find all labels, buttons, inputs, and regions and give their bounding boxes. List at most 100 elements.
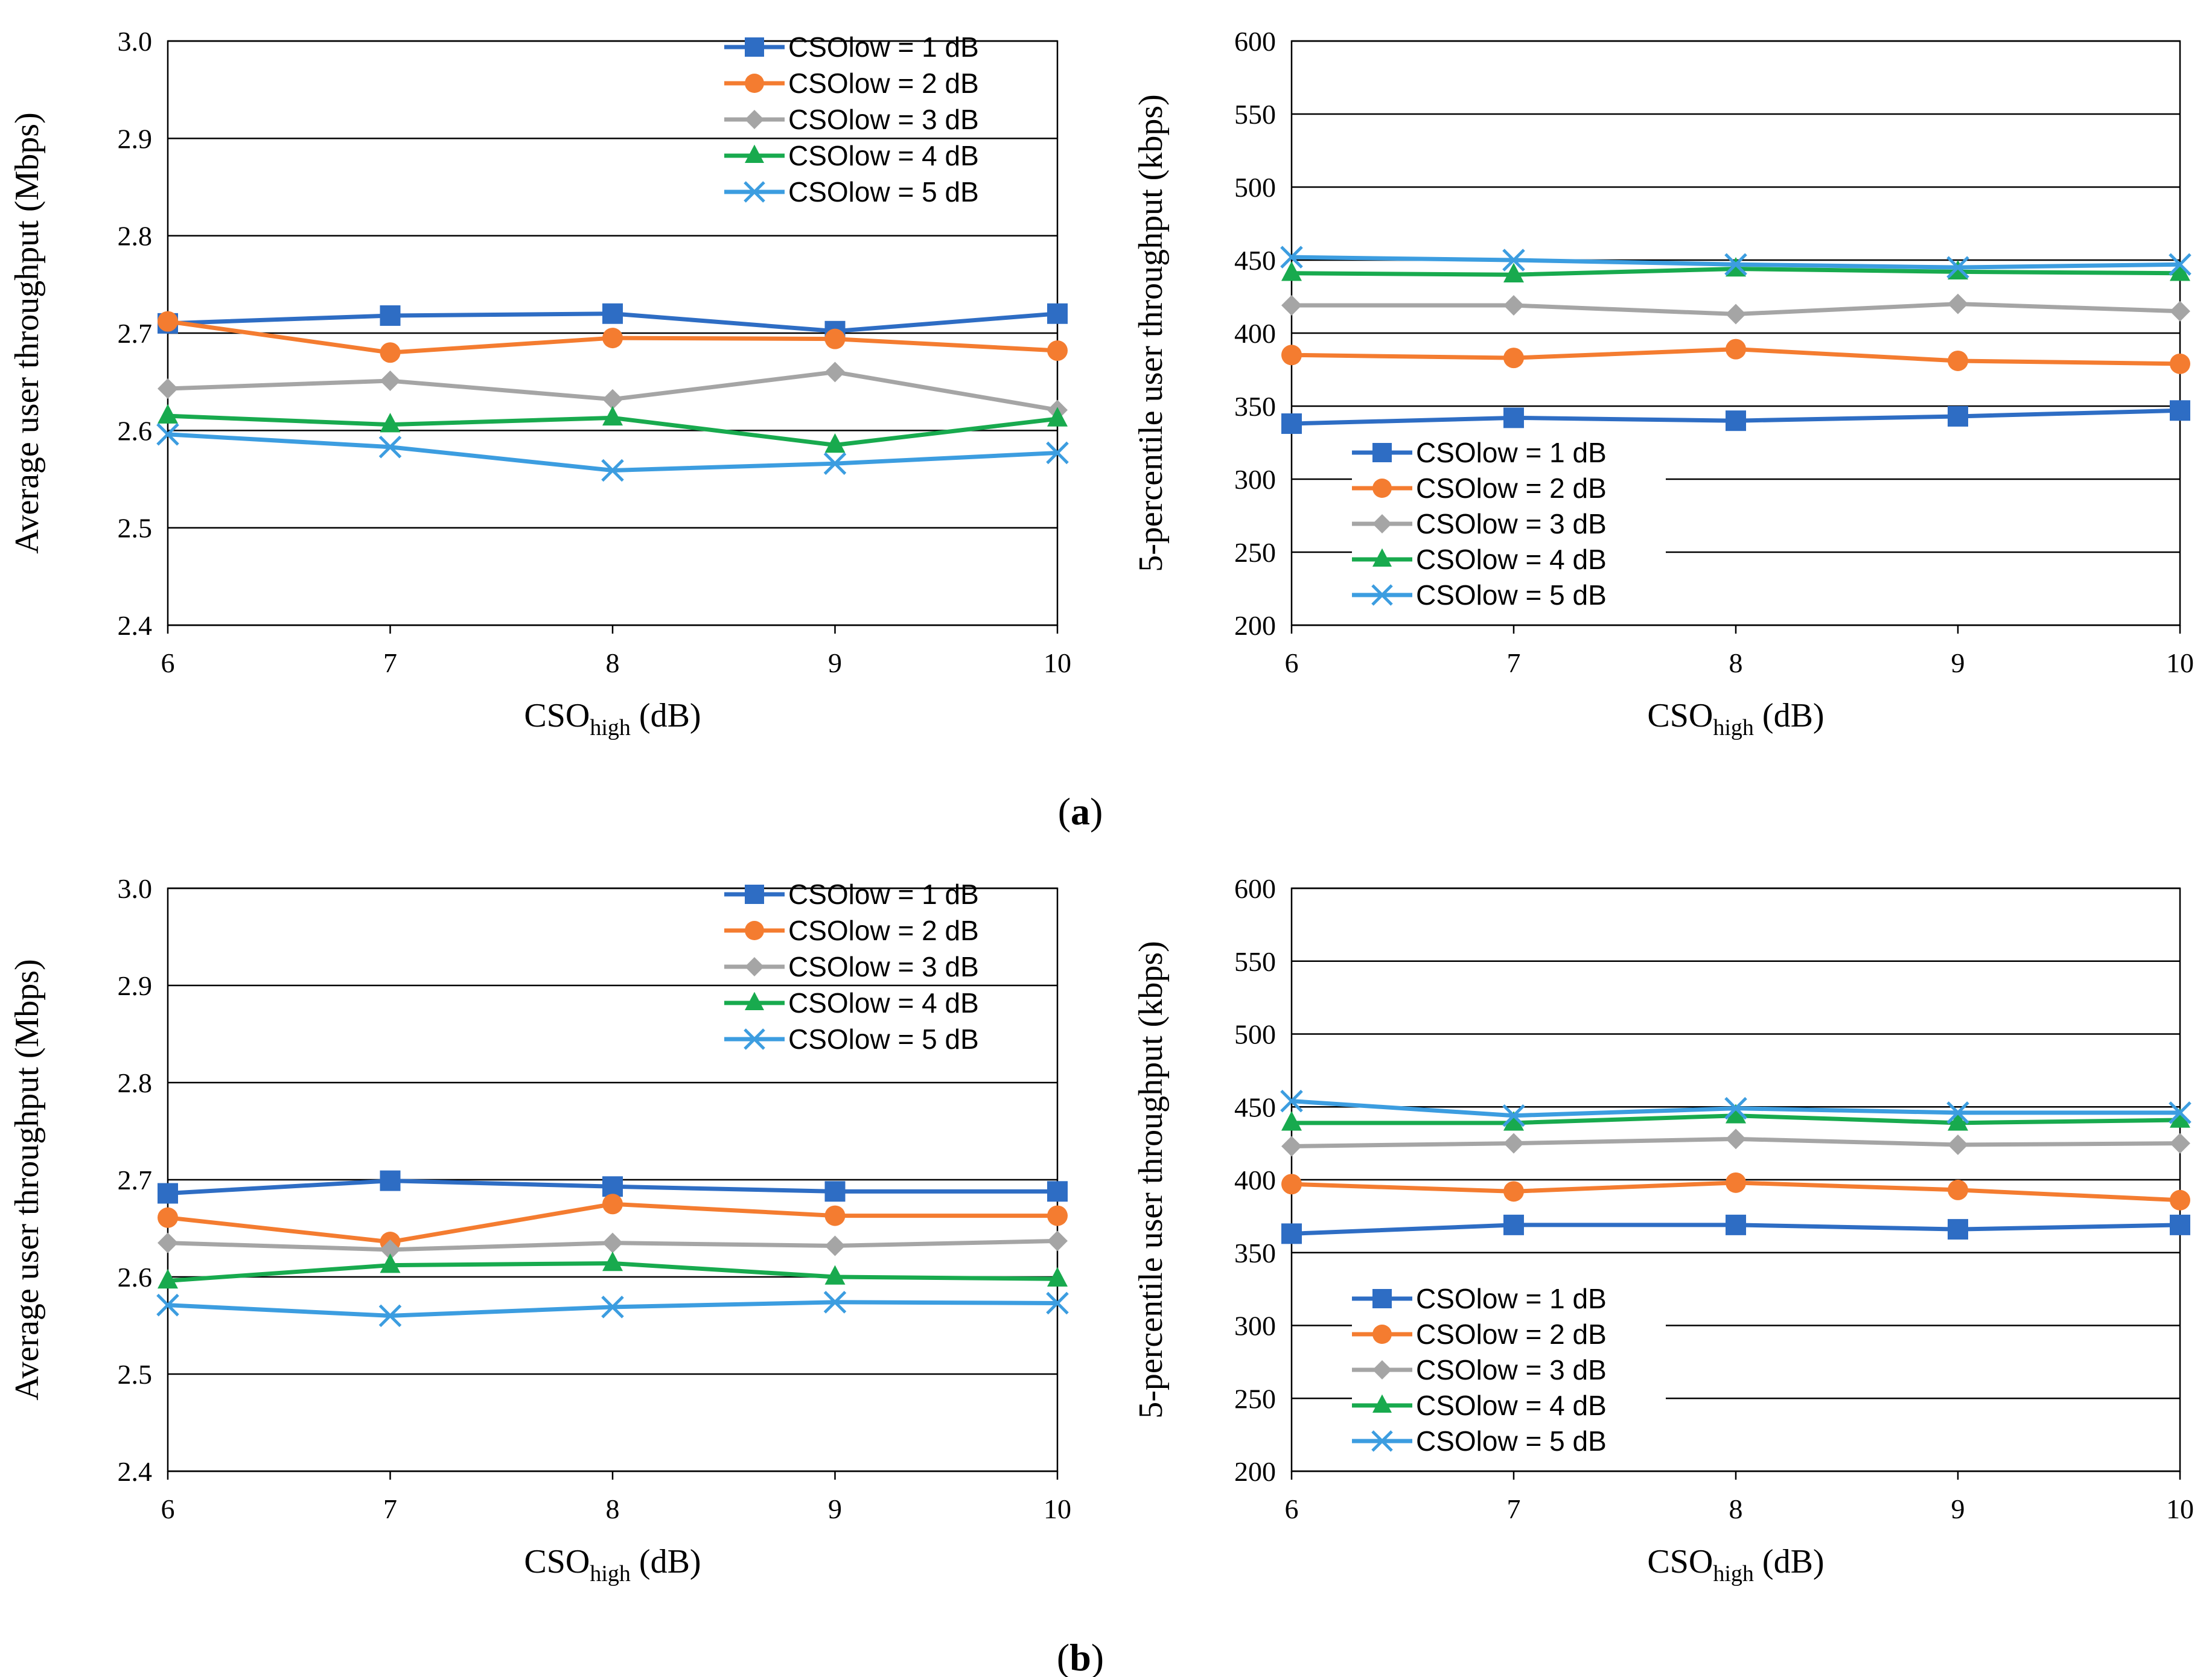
legend-background <box>1352 1281 1666 1465</box>
series-3 <box>158 1230 1068 1260</box>
legend: CSOlow = 1 dB CSOlow = 2 dB CSOlow = 3 dB C… <box>724 879 979 1055</box>
data-point <box>1047 1267 1068 1287</box>
chart-1: 2.4 2.5 2.6 2.7 2.8 2.9 3.0 6 7 8 9 10 CSOhigh (dB) A… <box>8 26 1071 740</box>
data-point <box>1503 407 1524 428</box>
legend-label: CSOlow = 2 dB <box>788 915 979 946</box>
x-tick-label: 7 <box>1507 1494 1521 1524</box>
data-point <box>601 459 624 482</box>
data-point <box>1281 413 1302 434</box>
data-point <box>601 1296 624 1319</box>
data-point <box>158 1207 178 1228</box>
legend-entry: CSOlow = 2 dB <box>1352 473 1607 504</box>
series-4 <box>158 1251 1068 1289</box>
data-point <box>1726 1214 1746 1235</box>
data-point <box>158 311 178 332</box>
data-point <box>1502 1104 1525 1127</box>
legend-entry: CSOlow = 5 dB <box>1352 579 1607 611</box>
data-point <box>602 389 623 410</box>
series-4 <box>158 404 1068 453</box>
series-5 <box>156 1291 1069 1328</box>
legend-label: CSOlow = 1 dB <box>1416 1283 1607 1314</box>
y-tick-label: 400 <box>1234 1165 1276 1195</box>
y-tick-label: 2.8 <box>118 221 153 252</box>
x-tick-label: 8 <box>1729 648 1743 678</box>
data-point <box>1280 1089 1303 1113</box>
data-point <box>378 1304 402 1328</box>
chart-2: 200 250 300 350 400 450 500 550 600 6 7 8 9 10 CSOhigh… <box>1132 26 2194 740</box>
data-point <box>380 1170 401 1191</box>
series-2 <box>158 311 1068 363</box>
y-axis-label: Average user throughput (Mbps) <box>8 959 46 1400</box>
legend-marker <box>1372 1325 1392 1344</box>
y-tick-label: 500 <box>1234 172 1276 203</box>
data-point <box>2170 1133 2190 1154</box>
legend-label: CSOlow = 4 dB <box>788 987 979 1019</box>
y-tick-label: 350 <box>1234 391 1276 422</box>
legend-entry: CSOlow = 4 dB <box>1352 544 1607 575</box>
legend-label: CSOlow = 1 dB <box>788 879 979 910</box>
panel-label: (a) <box>1058 790 1103 833</box>
data-point <box>1281 345 1302 366</box>
legend-marker <box>744 1028 765 1050</box>
legend-marker <box>1372 1360 1392 1379</box>
data-point <box>1946 1101 1969 1124</box>
x-tick-label: 10 <box>2166 648 2194 678</box>
legend-entry: CSOlow = 3 dB <box>724 951 979 982</box>
legend: CSOlow = 1 dB CSOlow = 2 dB CSOlow = 3 dB C… <box>1352 1281 1666 1465</box>
legend-label: CSOlow = 3 dB <box>1416 1354 1607 1386</box>
y-tick-label: 3.0 <box>118 873 153 904</box>
data-point <box>1503 348 1524 369</box>
legend-label: CSOlow = 2 dB <box>1416 473 1607 504</box>
y-tick-label: 2.8 <box>118 1068 153 1098</box>
data-point <box>1281 261 1302 281</box>
data-point <box>1047 407 1068 427</box>
y-tick-label: 2.6 <box>118 1262 153 1293</box>
legend-marker <box>1372 1289 1392 1308</box>
data-point <box>1948 406 1968 427</box>
y-tick-label: 2.6 <box>118 415 153 446</box>
y-axis-label: 5-percentile user throughput (kbps) <box>1132 941 1170 1419</box>
data-point <box>1726 1172 1746 1193</box>
data-point <box>1281 1174 1302 1195</box>
legend-entry: CSOlow = 4 dB <box>724 987 979 1019</box>
series-line <box>167 432 1058 473</box>
data-point <box>602 1251 623 1271</box>
data-point <box>1726 304 1746 325</box>
legend-entry: CSOlow = 5 dB <box>724 176 979 208</box>
y-tick-label: 2.4 <box>118 610 153 641</box>
data-point <box>1047 340 1068 361</box>
data-point <box>1948 350 1968 371</box>
series-3 <box>158 361 1068 421</box>
legend: CSOlow = 1 dB CSOlow = 2 dB CSOlow = 3 dB C… <box>724 31 979 208</box>
data-point <box>1047 1230 1068 1252</box>
legend-marker <box>745 110 764 129</box>
data-point <box>156 1293 179 1317</box>
series-3 <box>1281 1128 2190 1157</box>
legend-label: CSOlow = 4 dB <box>1416 544 1607 575</box>
data-point <box>2170 1214 2190 1235</box>
series-1 <box>158 1170 1068 1204</box>
data-point <box>1948 293 1968 314</box>
data-point <box>158 378 178 399</box>
data-point <box>380 305 401 326</box>
series-4 <box>1281 256 2190 282</box>
y-tick-label: 2.5 <box>118 513 153 544</box>
x-tick-label: 9 <box>828 648 842 678</box>
data-point <box>824 1181 846 1202</box>
data-point <box>2170 400 2190 421</box>
x-tick-label: 7 <box>1507 648 1521 678</box>
data-point <box>1726 1104 1746 1124</box>
data-point <box>380 1239 401 1260</box>
data-point <box>378 435 402 459</box>
legend-marker <box>1372 443 1392 462</box>
data-point <box>1281 1223 1302 1244</box>
data-point <box>602 328 623 349</box>
data-point <box>824 433 846 453</box>
data-point <box>602 1176 623 1197</box>
legend-marker <box>1372 1394 1392 1413</box>
legend: CSOlow = 1 dB CSOlow = 2 dB CSOlow = 3 dB C… <box>1352 434 1666 619</box>
data-point <box>1280 246 1303 269</box>
y-tick-label: 2.7 <box>118 1165 153 1195</box>
x-tick-label: 6 <box>161 648 175 678</box>
legend-label: CSOlow = 5 dB <box>788 1023 979 1055</box>
